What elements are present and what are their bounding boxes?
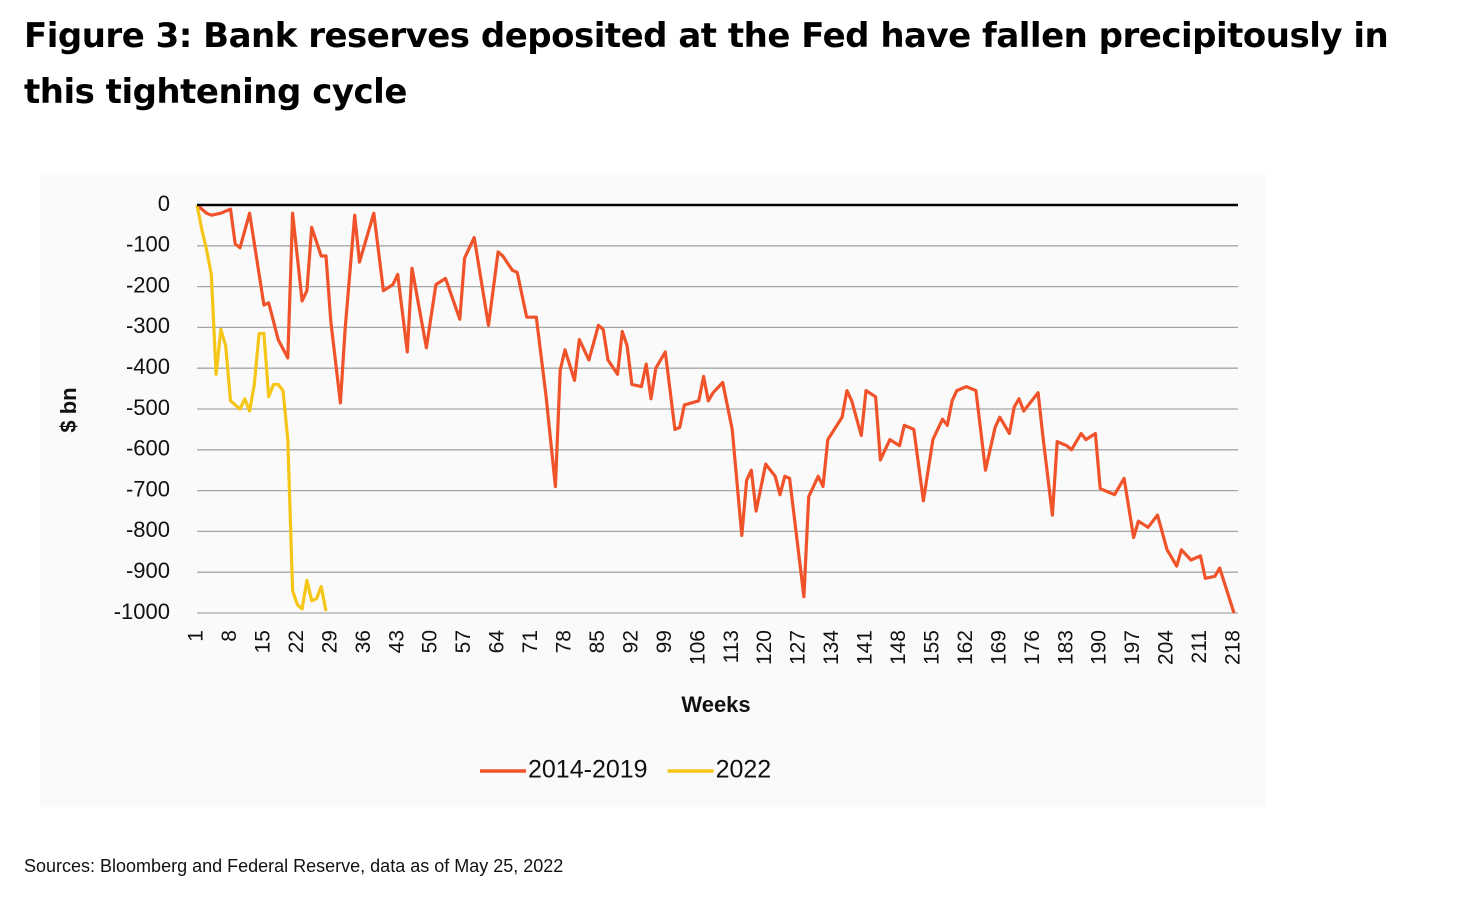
x-tick-label: 78: [553, 630, 576, 653]
x-tick-label: 113: [720, 630, 743, 663]
x-tick-label: 176: [1021, 630, 1044, 665]
x-tick-label: 57: [452, 630, 475, 653]
x-tick-label: 71: [519, 630, 542, 653]
y-tick-label: -1000: [114, 599, 170, 624]
y-tick-label: -500: [126, 395, 170, 420]
x-tick-label: 204: [1155, 630, 1178, 665]
x-tick-label: 50: [419, 630, 442, 653]
x-tick-label: 155: [920, 630, 943, 665]
x-tick-label: 8: [218, 630, 241, 642]
x-tick-label: 211: [1188, 630, 1211, 663]
x-tick-label: 85: [586, 630, 609, 653]
legend-label: 2022: [716, 756, 772, 784]
x-tick-label: 92: [619, 630, 642, 653]
x-tick-label: 197: [1121, 630, 1144, 665]
x-axis-title: Weeks: [681, 692, 750, 717]
x-tick-label: 36: [352, 630, 375, 653]
x-tick-label: 148: [887, 630, 910, 665]
source-note: Sources: Bloomberg and Federal Reserve, …: [24, 856, 564, 876]
x-tick-label: 106: [686, 630, 709, 665]
y-axis-title: $ bn: [56, 387, 81, 432]
x-tick-label: 43: [385, 630, 408, 653]
series-line: [195, 203, 1236, 614]
x-tick-label: 15: [251, 630, 274, 653]
x-tick-label: 141: [854, 630, 877, 665]
x-tick-label: 64: [486, 630, 509, 654]
x-tick-label: 134: [820, 630, 843, 665]
y-tick-label: -900: [126, 558, 170, 583]
chart: Weeks $ bn 0 -100 -200 -300 -400 -500 -600 -700…: [55, 190, 1245, 784]
y-tick-label: -700: [126, 476, 170, 501]
x-tick-label: 218: [1222, 630, 1245, 665]
y-tick-label: 0: [158, 191, 170, 216]
y-tick-label: -600: [126, 436, 170, 461]
x-tick-label: 22: [285, 630, 308, 653]
x-tick-label: 169: [987, 630, 1010, 665]
y-tick-label: -100: [126, 232, 170, 257]
chart-title: Figure 3: Bank reserves deposited at the…: [24, 16, 1389, 112]
series-line: [195, 204, 328, 612]
x-tick-label: 99: [653, 630, 676, 653]
x-tick-label: 162: [954, 630, 977, 665]
y-tick-label: -200: [126, 272, 170, 297]
y-tick-label: -400: [126, 354, 170, 379]
x-tick-label: 183: [1054, 630, 1077, 665]
x-tick-label: 120: [753, 630, 776, 665]
x-tick-label: 190: [1088, 630, 1111, 665]
y-tick-label: -300: [126, 313, 170, 338]
x-tick-label: 29: [318, 630, 341, 653]
x-tick-label: 1: [185, 630, 208, 642]
y-tick-label: -800: [126, 517, 170, 542]
x-tick-label: 127: [787, 630, 810, 665]
legend-label: 2014-2019: [528, 756, 648, 784]
